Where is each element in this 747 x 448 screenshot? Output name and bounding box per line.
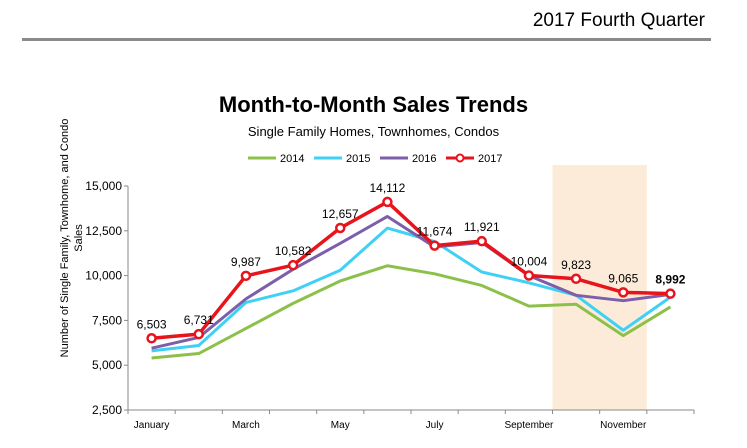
chart-title: Month-to-Month Sales Trends [218,92,529,117]
data-label: 11,674 [417,225,453,239]
y-axis-label-line: Number of Single Family, Townhome, and C… [59,119,71,358]
data-label: 12,657 [322,207,359,221]
legend-label: 2016 [412,153,436,165]
data-point-2017 [382,196,393,208]
legend-marker [455,153,465,163]
legend-label: 2014 [280,153,304,165]
data-label: 11,921 [464,220,500,234]
data-point-2017 [618,287,629,298]
data-labels: 6,503 6,731 9,987 10,582 12,657 14,112 11,674 1… [137,181,686,331]
data-label: 6,503 [137,317,167,331]
data-label: 9,065 [608,271,638,285]
data-point-2017 [523,270,535,281]
x-tick-label: November [600,420,647,431]
series-line-2016 [151,214,671,350]
report-quarter-heading: 2017 Fourth Quarter [532,10,705,31]
data-label: 14,112 [370,181,406,195]
data-label: 10,004 [511,255,548,269]
data-point-2017 [476,235,487,247]
data-point-2017 [146,333,157,344]
legend: 2014 2015 2016 2017 [248,153,502,165]
series-lines [146,196,676,360]
x-tick-label: July [426,420,444,431]
series-line-2014 [151,264,672,360]
data-point-2017 [240,270,252,282]
x-tick-label: March [232,420,260,431]
data-label: 6,731 [184,313,214,327]
axes: 2,500 5,000 7,500 10,000 12,500 15,000 January… [85,179,695,431]
legend-label: 2017 [478,153,502,165]
y-axis-label: Number of Single Family, Townhome, and C… [59,119,85,358]
series-line-2017 [151,200,671,341]
y-axis-label-line: Sales [73,224,85,252]
data-point-2017 [665,288,676,299]
y-tick-label: 12,500 [85,224,122,238]
highlight-band [552,165,647,410]
data-point-2017 [429,240,440,251]
y-tick-label: 7,500 [92,313,122,327]
y-tick-label: 10,000 [85,269,122,283]
data-point-2017 [570,273,582,285]
chart-subtitle: Single Family Homes, Townhomes, Condos [247,124,500,139]
data-label: 9,823 [561,258,591,272]
series-line-2015 [151,226,672,353]
data-label: 10,582 [275,244,312,258]
data-point-2017 [335,222,346,234]
y-tick-label: 5,000 [92,358,122,372]
data-point-2017 [287,259,299,271]
legend-label: 2015 [346,153,370,165]
data-label: 9,987 [231,255,261,269]
y-tick-label: 15,000 [85,179,122,193]
data-label: 8,992 [655,273,685,287]
x-tick-label: January [134,420,170,431]
data-point-2017 [193,328,204,340]
x-tick-label: September [504,420,554,431]
x-tick-label: May [331,420,350,431]
y-tick-label: 2,500 [92,403,122,417]
header-rule [22,38,711,41]
